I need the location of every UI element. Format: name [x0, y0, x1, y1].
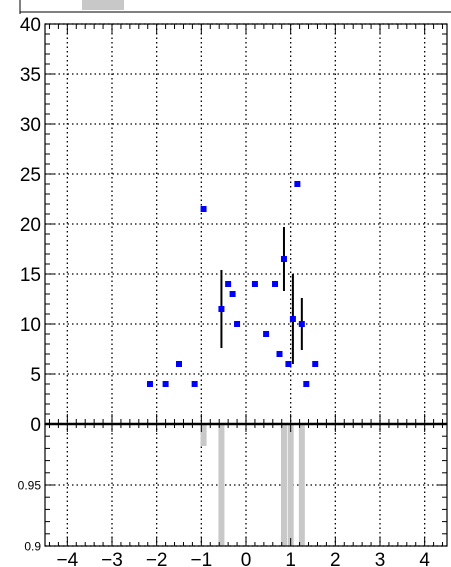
x-tick-label: −4 [56, 550, 78, 567]
y-tick-label: 15 [20, 265, 41, 286]
data-point [272, 281, 279, 287]
data-point [263, 331, 270, 337]
ratio-bar [200, 424, 207, 446]
data-point [218, 306, 225, 312]
x-tick-label: 1 [285, 550, 296, 567]
ratio-bar [287, 424, 294, 546]
y-tick-label: 30 [20, 115, 41, 136]
x-tick-label: 3 [375, 550, 386, 567]
x-tick-label: −1 [190, 550, 212, 567]
data-point [276, 351, 283, 357]
ratio-bar [280, 424, 287, 546]
top-panel: 0 5 10 15 20 25 30 35 40 [20, 15, 448, 436]
data-point [289, 316, 296, 322]
data-point [146, 381, 153, 387]
data-point [191, 381, 198, 387]
legend-box [19, 0, 451, 14]
data-point [280, 256, 287, 262]
ratio-bar [298, 424, 305, 546]
ratio-bar [218, 424, 225, 546]
y-tick-label: 10 [20, 315, 41, 336]
y-tick-label: 0.9 [24, 539, 41, 553]
data-point [234, 321, 241, 327]
x-tick-label: 0 [241, 550, 252, 567]
data-point [294, 181, 301, 187]
ratio-panel: 0.9 0.95 −4 −3 −2 −1 0 1 2 3 4 [18, 422, 448, 567]
y-tick-label: 5 [30, 365, 41, 386]
data-point [162, 381, 169, 387]
y-tick-label: 25 [20, 165, 41, 186]
data-point [176, 361, 182, 367]
data-point [303, 381, 310, 387]
x-tick-label: 4 [419, 550, 430, 567]
data-point [229, 291, 236, 297]
data-point [225, 281, 232, 287]
y-tick-label: 0 [30, 415, 41, 436]
y-tick-label: 40 [20, 15, 41, 36]
data-point [298, 321, 305, 327]
x-tick-label: −2 [146, 550, 168, 567]
y-tick-label: 0.95 [18, 478, 42, 492]
data-point [251, 281, 258, 287]
data-point [285, 361, 292, 367]
x-tick-label: 2 [330, 550, 341, 567]
y-tick-label: 35 [20, 65, 41, 86]
x-tick-label: −3 [101, 550, 123, 567]
data-point [200, 206, 207, 212]
data-point [312, 361, 319, 367]
y-tick-label: 20 [20, 215, 41, 236]
